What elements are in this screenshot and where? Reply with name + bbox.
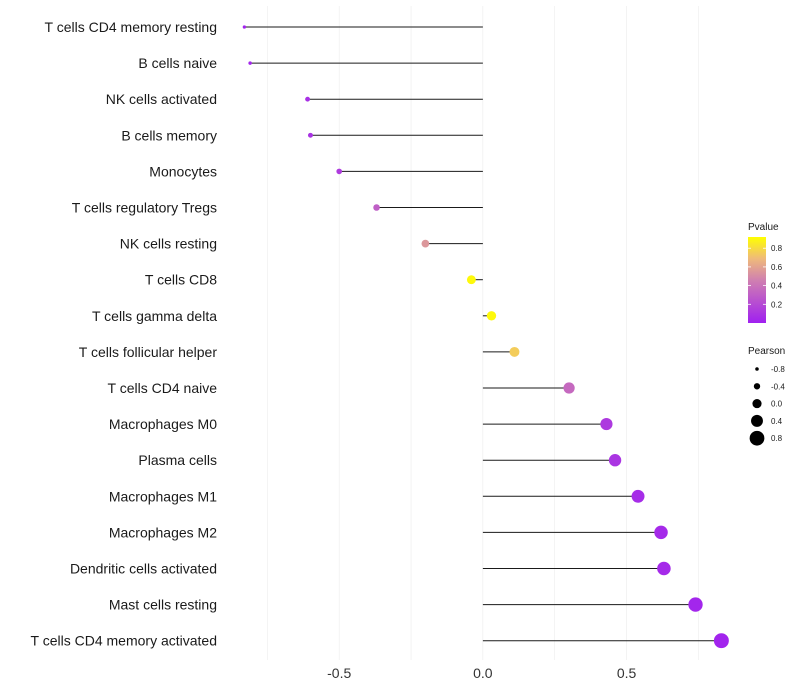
category-label: Monocytes bbox=[149, 163, 217, 179]
data-point bbox=[713, 633, 729, 649]
category-label: Macrophages M2 bbox=[109, 524, 217, 540]
data-point bbox=[486, 311, 497, 321]
size-legend-dot bbox=[749, 430, 765, 446]
pvalue-legend: Pvalue 0.2 0.4 0.6 0.8 bbox=[748, 222, 783, 323]
category-label: Macrophages M0 bbox=[109, 416, 217, 432]
category-label: T cells follicular helper bbox=[79, 344, 218, 360]
pearson-legend: Pearson -0.8 -0.4 0.0 0.4 0.8 bbox=[748, 346, 785, 446]
data-point bbox=[336, 168, 343, 175]
grid-layer bbox=[267, 6, 699, 660]
category-label: T cells CD4 naive bbox=[108, 380, 218, 396]
x-tick-label: 0.5 bbox=[617, 665, 637, 681]
colorbar-tick-label: 0.8 bbox=[771, 244, 783, 253]
size-legend-label: -0.8 bbox=[771, 365, 785, 374]
x-axis-tick-layer: -0.5 0.0 0.5 bbox=[327, 665, 636, 681]
data-point bbox=[563, 382, 575, 394]
category-label: T cells CD4 memory activated bbox=[31, 633, 217, 649]
size-legend-label: 0.4 bbox=[771, 417, 783, 426]
data-point bbox=[248, 61, 252, 65]
pvalue-legend-title: Pvalue bbox=[748, 222, 779, 233]
data-point bbox=[421, 239, 430, 248]
pvalue-colorbar bbox=[748, 237, 766, 323]
data-point bbox=[307, 132, 313, 138]
category-label: Dendritic cells activated bbox=[70, 561, 217, 577]
data-point bbox=[608, 454, 622, 467]
size-legend-label: 0.8 bbox=[771, 434, 783, 443]
data-point bbox=[688, 597, 703, 612]
x-tick-label: 0.0 bbox=[473, 665, 493, 681]
category-label: NK cells activated bbox=[106, 91, 217, 107]
category-label-layer: T cells CD4 memory resting B cells naive N… bbox=[31, 19, 218, 649]
x-tick-label: -0.5 bbox=[327, 665, 351, 681]
data-point bbox=[631, 489, 645, 503]
data-point bbox=[242, 25, 247, 29]
stem-layer bbox=[244, 26, 722, 642]
data-point bbox=[466, 275, 476, 285]
size-legend-dot bbox=[751, 414, 763, 427]
category-label: Plasma cells bbox=[138, 452, 217, 468]
category-label: Mast cells resting bbox=[109, 597, 217, 613]
category-label: T cells CD8 bbox=[145, 272, 217, 288]
colorbar-tick-label: 0.4 bbox=[771, 282, 783, 291]
category-label: B cells naive bbox=[138, 55, 217, 71]
colorbar-tick-label: 0.6 bbox=[771, 263, 783, 272]
data-point bbox=[600, 418, 613, 431]
category-label: B cells memory bbox=[121, 127, 217, 143]
data-point bbox=[373, 204, 380, 211]
data-point bbox=[509, 346, 520, 357]
size-legend-dot bbox=[755, 367, 759, 371]
data-point bbox=[305, 96, 311, 102]
pearson-legend-title: Pearson bbox=[748, 346, 785, 357]
size-legend-label: 0.0 bbox=[771, 400, 783, 409]
category-label: T cells CD4 memory resting bbox=[45, 19, 217, 35]
category-label: Macrophages M1 bbox=[109, 488, 217, 504]
colorbar-tick-label: 0.2 bbox=[771, 300, 783, 309]
data-point bbox=[657, 561, 671, 576]
category-label: NK cells resting bbox=[120, 236, 217, 252]
size-legend-dot bbox=[753, 383, 761, 390]
data-point bbox=[654, 525, 668, 540]
category-label: T cells gamma delta bbox=[92, 308, 217, 324]
size-legend-dot bbox=[752, 399, 762, 409]
point-layer bbox=[242, 25, 729, 649]
category-label: T cells regulatory Tregs bbox=[72, 200, 217, 216]
size-legend-label: -0.4 bbox=[771, 382, 785, 391]
